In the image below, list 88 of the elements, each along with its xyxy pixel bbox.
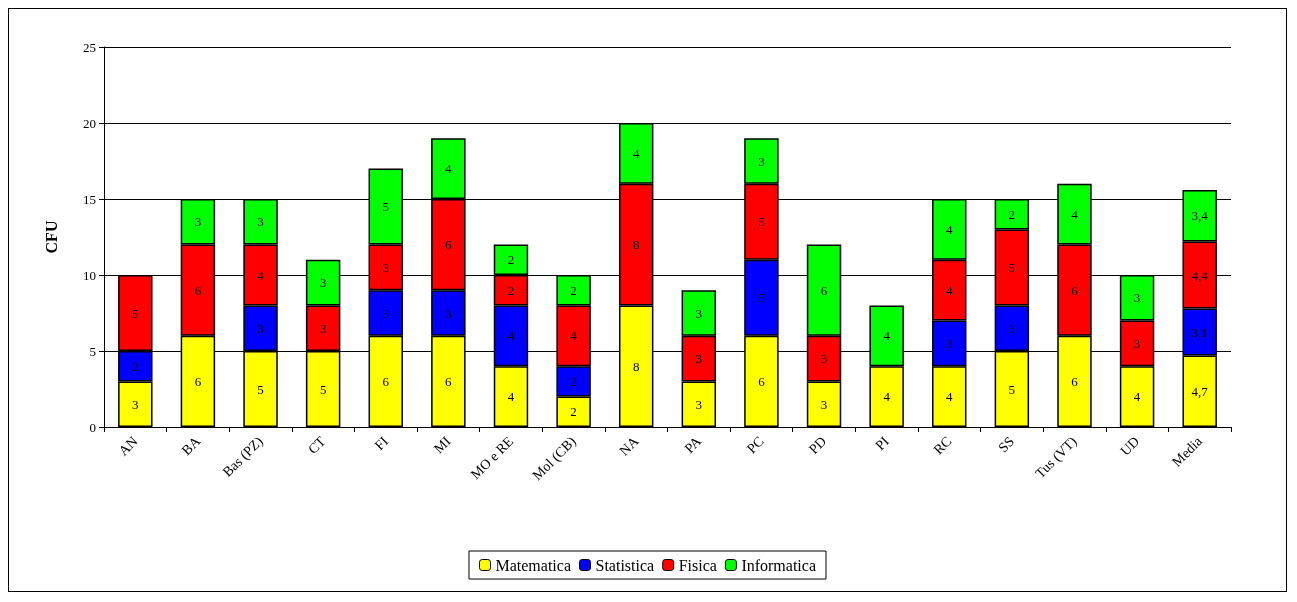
data-label: 3 bbox=[319, 320, 327, 336]
data-label: 3 bbox=[445, 305, 452, 321]
data-label: 3 bbox=[319, 275, 327, 291]
data-label: 8 bbox=[632, 358, 640, 374]
data-label: 2 bbox=[132, 358, 139, 374]
data-label: 4 bbox=[946, 282, 953, 298]
data-label: 3 bbox=[758, 153, 765, 169]
data-label: 4 bbox=[257, 267, 265, 283]
data-label: 5 bbox=[1008, 381, 1016, 397]
x-tick-label: AN bbox=[115, 433, 141, 459]
legend-label: Matematica bbox=[495, 556, 572, 574]
x-tick-label: PC bbox=[744, 433, 767, 457]
data-label: 3,1 bbox=[1191, 324, 1208, 340]
data-label: 6 bbox=[1071, 282, 1079, 298]
data-label: 3 bbox=[1008, 320, 1016, 336]
x-tick-label: UD bbox=[1117, 433, 1143, 459]
data-label: 2 bbox=[507, 252, 515, 268]
data-label: 5 bbox=[257, 381, 264, 397]
x-tick-label: Bas (PZ) bbox=[219, 433, 267, 481]
data-label: 4 bbox=[883, 389, 891, 405]
data-label: 3 bbox=[695, 351, 703, 367]
data-label: 5 bbox=[132, 305, 139, 321]
data-label: 4 bbox=[946, 389, 953, 405]
data-label: 3 bbox=[946, 335, 953, 351]
data-label: 3 bbox=[382, 305, 389, 321]
y-tick-label: 0 bbox=[89, 419, 96, 435]
data-label: 3 bbox=[1133, 335, 1141, 351]
data-label: 6 bbox=[194, 282, 202, 298]
x-tick-label: RC bbox=[930, 433, 955, 458]
data-label: 5 bbox=[1008, 259, 1016, 275]
data-label: 6 bbox=[445, 237, 453, 253]
data-label: 4 bbox=[507, 328, 515, 344]
x-tick-label: PD bbox=[806, 433, 830, 457]
data-label: 4 bbox=[445, 161, 453, 177]
data-label: 4 bbox=[1133, 389, 1141, 405]
x-tick-label: NA bbox=[616, 433, 642, 459]
data-label: 4,4 bbox=[1191, 267, 1209, 283]
data-label: 3,4 bbox=[1191, 208, 1209, 224]
data-label: 3 bbox=[132, 396, 139, 412]
data-label: 3 bbox=[695, 396, 703, 412]
y-tick-label: 25 bbox=[83, 39, 96, 55]
data-label: 3 bbox=[382, 259, 389, 275]
data-label: 4 bbox=[507, 389, 515, 405]
data-label: 6 bbox=[820, 282, 828, 298]
data-label: 6 bbox=[758, 373, 766, 389]
x-tick-label: FI bbox=[371, 433, 392, 454]
x-tick-label: SS bbox=[995, 433, 1018, 456]
y-axis-title: CFU bbox=[42, 220, 60, 254]
data-label: 6 bbox=[445, 373, 453, 389]
x-tick-label: BA bbox=[178, 433, 204, 459]
data-label: 3 bbox=[257, 214, 264, 230]
data-label: 2 bbox=[570, 404, 577, 420]
data-label: 4 bbox=[946, 221, 953, 237]
legend-label: Statistica bbox=[595, 556, 655, 574]
data-label: 3 bbox=[695, 305, 703, 321]
y-tick-label: 20 bbox=[83, 115, 96, 131]
x-tick-label: PI bbox=[872, 433, 893, 454]
data-label: 3 bbox=[1133, 290, 1141, 306]
y-tick-label: 10 bbox=[83, 267, 96, 283]
data-label: 3 bbox=[820, 351, 828, 367]
data-label: 8 bbox=[632, 237, 640, 253]
data-label: 2 bbox=[507, 282, 515, 298]
legend-label: Informatica bbox=[741, 556, 817, 574]
data-label: 2 bbox=[570, 373, 577, 389]
x-tick-label: MI bbox=[430, 433, 454, 457]
data-label: 2 bbox=[570, 282, 577, 298]
data-label: 2 bbox=[1008, 206, 1016, 222]
data-label: 5 bbox=[319, 381, 327, 397]
data-label: 3 bbox=[194, 214, 202, 230]
data-label: 6 bbox=[194, 373, 202, 389]
data-label: 3 bbox=[820, 396, 828, 412]
data-label: 5 bbox=[758, 214, 765, 230]
data-label: 5 bbox=[758, 290, 765, 306]
data-label: 4 bbox=[1071, 206, 1079, 222]
legend-label: Fisica bbox=[678, 556, 717, 574]
y-tick-label: 15 bbox=[83, 191, 96, 207]
data-label: 4 bbox=[570, 328, 578, 344]
data-label: 4 bbox=[883, 328, 891, 344]
data-label: 6 bbox=[382, 373, 390, 389]
data-label: 6 bbox=[1071, 373, 1079, 389]
data-label: 5 bbox=[382, 199, 389, 215]
data-label: 4 bbox=[632, 145, 640, 161]
x-tick-label: MO e RE bbox=[467, 433, 517, 483]
data-label: 3 bbox=[257, 320, 264, 336]
y-tick-label: 5 bbox=[89, 343, 96, 359]
data-label: 4,7 bbox=[1191, 383, 1209, 399]
x-tick-label: PA bbox=[681, 433, 705, 457]
x-tick-label: CT bbox=[305, 433, 329, 457]
